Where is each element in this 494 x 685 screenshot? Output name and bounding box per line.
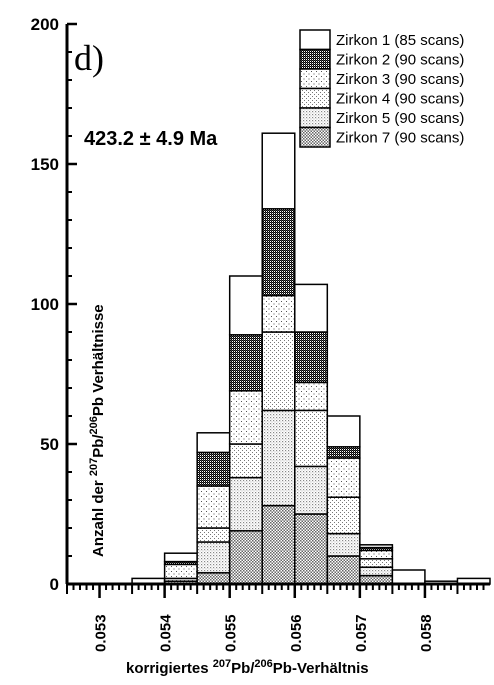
- bar-segment: [196, 485, 231, 529]
- legend-entry: Zirkon 7 (90 scans): [336, 130, 464, 147]
- legend-swatch: [299, 68, 331, 90]
- bar-segment: [163, 563, 198, 580]
- legend: Zirkon 1 (85 scans) Zirkon 2 (90 scans) Zi…: [299, 29, 464, 148]
- bar-segment: [261, 294, 296, 333]
- x-axis-label: korrigiertes 207Pb/206Pb-Verhältnis: [126, 658, 369, 677]
- y-tick-label: 150: [31, 155, 59, 174]
- bar-segment: [326, 555, 361, 585]
- bar-segment: [228, 443, 263, 479]
- bar-segment: [326, 457, 361, 498]
- bar-segment: [294, 513, 329, 585]
- legend-entry: Zirkon 2 (90 scans): [336, 52, 464, 69]
- axes: 0 50 100 150 200 0.053 0.054 0.055 0.056 0.057 0.0…: [31, 15, 490, 652]
- bar-segment: [196, 541, 231, 574]
- y-axis-label: Anzahl der 207Pb/206Pb Verhältnisse: [88, 304, 107, 557]
- y-tick-label: 50: [40, 435, 59, 454]
- x-tick-label: 0.056: [288, 614, 305, 652]
- bar-segment: [294, 409, 329, 468]
- bar-segment: [359, 544, 394, 549]
- y-tick-label: 100: [31, 295, 59, 314]
- bar-segment: [359, 549, 394, 560]
- bar-segment: [391, 569, 426, 585]
- bar-segment: [326, 532, 361, 557]
- y-tick-label: 0: [50, 575, 59, 594]
- x-tick-label: 0.055: [223, 614, 240, 652]
- x-tick-label: 0.053: [93, 614, 110, 652]
- panel-label: d): [74, 38, 104, 78]
- bar-segment: [294, 331, 329, 384]
- y-tick-label: 200: [31, 15, 59, 34]
- bar-segment: [359, 566, 394, 577]
- bar-segment: [294, 381, 329, 412]
- bar-segment: [196, 572, 231, 585]
- bar-segment: [294, 283, 329, 333]
- bar-segment: [196, 432, 231, 454]
- bar-segment: [228, 476, 263, 532]
- legend-swatch: [299, 107, 331, 129]
- x-tick-label: 0.054: [158, 614, 175, 652]
- bar-segment: [326, 496, 361, 535]
- bar-segment: [294, 465, 329, 515]
- bar-segment: [326, 446, 361, 459]
- x-tick-label: 0.058: [418, 614, 435, 652]
- bar-segment: [261, 504, 296, 585]
- bar-segment: [196, 451, 231, 487]
- legend-swatch: [299, 29, 331, 51]
- legend-swatch: [299, 48, 331, 70]
- bar-segment: [196, 527, 231, 543]
- bar-segment: [228, 390, 263, 445]
- legend-entry: Zirkon 5 (90 scans): [336, 110, 464, 127]
- bar-segment: [261, 409, 296, 507]
- bar-segment: [326, 415, 361, 448]
- age-annotation: 423.2 ± 4.9 Ma: [84, 128, 218, 150]
- bar-segment: [228, 275, 263, 336]
- bar-segment: [261, 208, 296, 297]
- legend-entry: Zirkon 4 (90 scans): [336, 91, 464, 108]
- bar-segment: [228, 334, 263, 392]
- bar-segment: [228, 530, 263, 585]
- bar-segment: [261, 132, 296, 210]
- legend-entry: Zirkon 1 (85 scans): [336, 32, 464, 49]
- x-tick-label: 0.057: [353, 614, 370, 652]
- bar-segment: [261, 331, 296, 412]
- legend-swatch: [299, 126, 331, 148]
- legend-swatch: [299, 87, 331, 109]
- legend-entry: Zirkon 3 (90 scans): [336, 71, 464, 88]
- bar-segment: [359, 558, 394, 568]
- histogram-bars: [131, 132, 491, 585]
- bar-segment: [163, 552, 198, 563]
